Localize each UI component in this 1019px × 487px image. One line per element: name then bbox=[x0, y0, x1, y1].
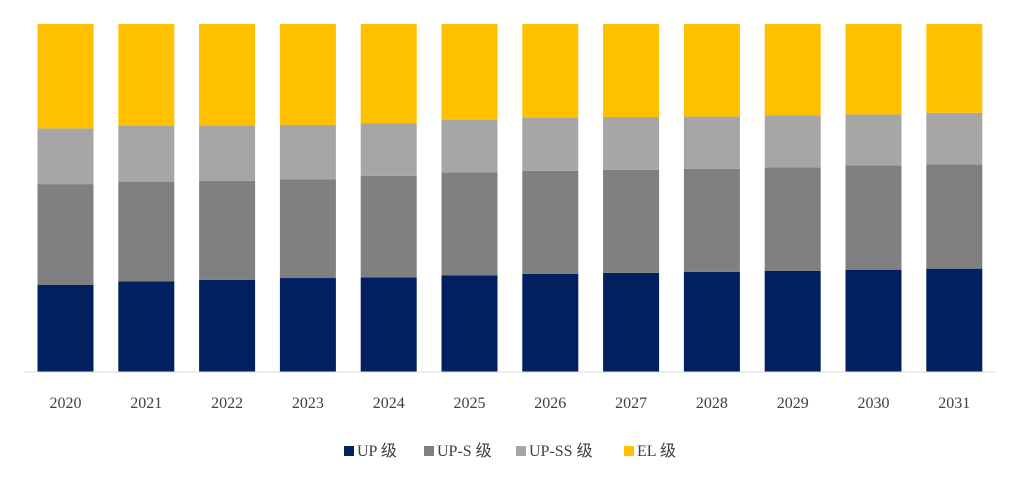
legend-item: EL 级 bbox=[624, 442, 676, 460]
bar-segment-2026-s3 bbox=[522, 24, 579, 118]
bar-segment-2023-s0 bbox=[279, 278, 336, 372]
bar-segment-2025-s2 bbox=[441, 120, 498, 173]
bar-segment-2031-s1 bbox=[926, 164, 983, 269]
bar-stack-2029 bbox=[764, 24, 821, 372]
legend-swatch bbox=[516, 446, 526, 456]
x-tick-label: 2029 bbox=[777, 395, 809, 412]
x-tick-labels: 2020 2021 2022 2023 2024 2025 2026 2027 2028 2029… bbox=[50, 395, 971, 412]
bar-segment-2023-s3 bbox=[279, 24, 336, 125]
bar-stack-2025 bbox=[441, 24, 498, 372]
bar-segment-2027-s1 bbox=[603, 169, 660, 273]
legend-swatch bbox=[424, 446, 434, 456]
bar-stack-2020 bbox=[37, 24, 94, 372]
legend-label: UP 级 bbox=[357, 442, 397, 460]
bar-segment-2023-s2 bbox=[279, 124, 336, 180]
bar-segment-2025-s1 bbox=[441, 172, 498, 276]
bar-segment-2030-s3 bbox=[845, 24, 902, 115]
legend-item: UP-S 级 bbox=[424, 442, 492, 460]
bar-stack-2022 bbox=[199, 24, 256, 372]
bar-segment-2020-s3 bbox=[37, 24, 94, 129]
bars-layer bbox=[37, 24, 983, 372]
x-tick-label: 2020 bbox=[50, 395, 82, 412]
bar-segment-2029-s3 bbox=[764, 24, 821, 116]
legend-item: UP 级 bbox=[344, 442, 397, 460]
bar-segment-2025-s0 bbox=[441, 275, 498, 372]
bar-stack-2023 bbox=[279, 24, 336, 372]
bar-segment-2024-s2 bbox=[360, 123, 417, 176]
bar-segment-2029-s0 bbox=[764, 270, 821, 372]
bar-segment-2028-s2 bbox=[683, 116, 740, 169]
bar-segment-2031-s3 bbox=[926, 24, 983, 113]
bar-segment-2027-s0 bbox=[603, 272, 660, 372]
x-tick-label: 2024 bbox=[373, 395, 405, 412]
x-tick-label: 2022 bbox=[211, 395, 243, 412]
bar-segment-2023-s1 bbox=[279, 179, 336, 279]
bar-segment-2021-s1 bbox=[118, 181, 175, 282]
bar-stack-2024 bbox=[360, 24, 417, 372]
x-tick-label: 2031 bbox=[938, 395, 970, 412]
bar-stack-2028 bbox=[683, 24, 740, 372]
bar-segment-2029-s2 bbox=[764, 115, 821, 168]
legend-label: UP-S 级 bbox=[437, 442, 492, 460]
bar-segment-2024-s3 bbox=[360, 24, 417, 124]
x-tick-label: 2021 bbox=[130, 395, 162, 412]
bar-segment-2024-s1 bbox=[360, 175, 417, 278]
bar-segment-2022-s3 bbox=[199, 24, 256, 126]
bar-segment-2020-s1 bbox=[37, 184, 94, 285]
bar-segment-2031-s0 bbox=[926, 268, 983, 372]
legend: UP 级 UP-S 级 UP-SS 级 EL 级 bbox=[344, 442, 676, 460]
legend-label: UP-SS 级 bbox=[529, 442, 593, 460]
x-tick-label: 2023 bbox=[292, 395, 324, 412]
legend-swatch bbox=[344, 446, 354, 456]
bar-segment-2021-s0 bbox=[118, 281, 175, 372]
bar-stack-2031 bbox=[926, 24, 983, 372]
bar-segment-2026-s2 bbox=[522, 117, 579, 171]
bar-segment-2030-s1 bbox=[845, 165, 902, 270]
x-tick-label: 2025 bbox=[454, 395, 486, 412]
bar-segment-2031-s2 bbox=[926, 112, 983, 165]
bar-segment-2022-s2 bbox=[199, 125, 256, 181]
bar-segment-2030-s0 bbox=[845, 269, 902, 372]
bar-segment-2030-s2 bbox=[845, 114, 902, 166]
bar-stack-2030 bbox=[845, 24, 902, 372]
bar-segment-2022-s1 bbox=[199, 180, 256, 280]
x-tick-label: 2030 bbox=[858, 395, 890, 412]
legend-item: UP-SS 级 bbox=[516, 442, 593, 460]
x-tick-label: 2028 bbox=[696, 395, 728, 412]
bar-segment-2024-s0 bbox=[360, 277, 417, 372]
bar-segment-2026-s0 bbox=[522, 273, 579, 372]
bar-stack-2027 bbox=[603, 24, 660, 372]
bar-segment-2020-s2 bbox=[37, 128, 94, 185]
bar-segment-2021-s3 bbox=[118, 24, 175, 126]
legend-swatch bbox=[624, 446, 634, 456]
bar-segment-2021-s2 bbox=[118, 125, 175, 182]
bar-segment-2020-s0 bbox=[37, 285, 94, 372]
bar-segment-2026-s1 bbox=[522, 170, 579, 274]
bar-segment-2027-s3 bbox=[603, 24, 660, 117]
bar-segment-2027-s2 bbox=[603, 116, 660, 170]
x-tick-label: 2026 bbox=[534, 395, 566, 412]
bar-stack-2021 bbox=[118, 24, 175, 372]
bar-segment-2028-s0 bbox=[683, 271, 740, 372]
legend-label: EL 级 bbox=[637, 442, 676, 460]
bar-segment-2029-s1 bbox=[764, 167, 821, 271]
bar-segment-2025-s3 bbox=[441, 24, 498, 121]
x-tick-label: 2027 bbox=[615, 395, 647, 412]
bar-stack-2026 bbox=[522, 24, 579, 372]
bar-segment-2028-s1 bbox=[683, 168, 740, 272]
bar-segment-2028-s3 bbox=[683, 24, 740, 117]
bar-segment-2022-s0 bbox=[199, 279, 256, 372]
